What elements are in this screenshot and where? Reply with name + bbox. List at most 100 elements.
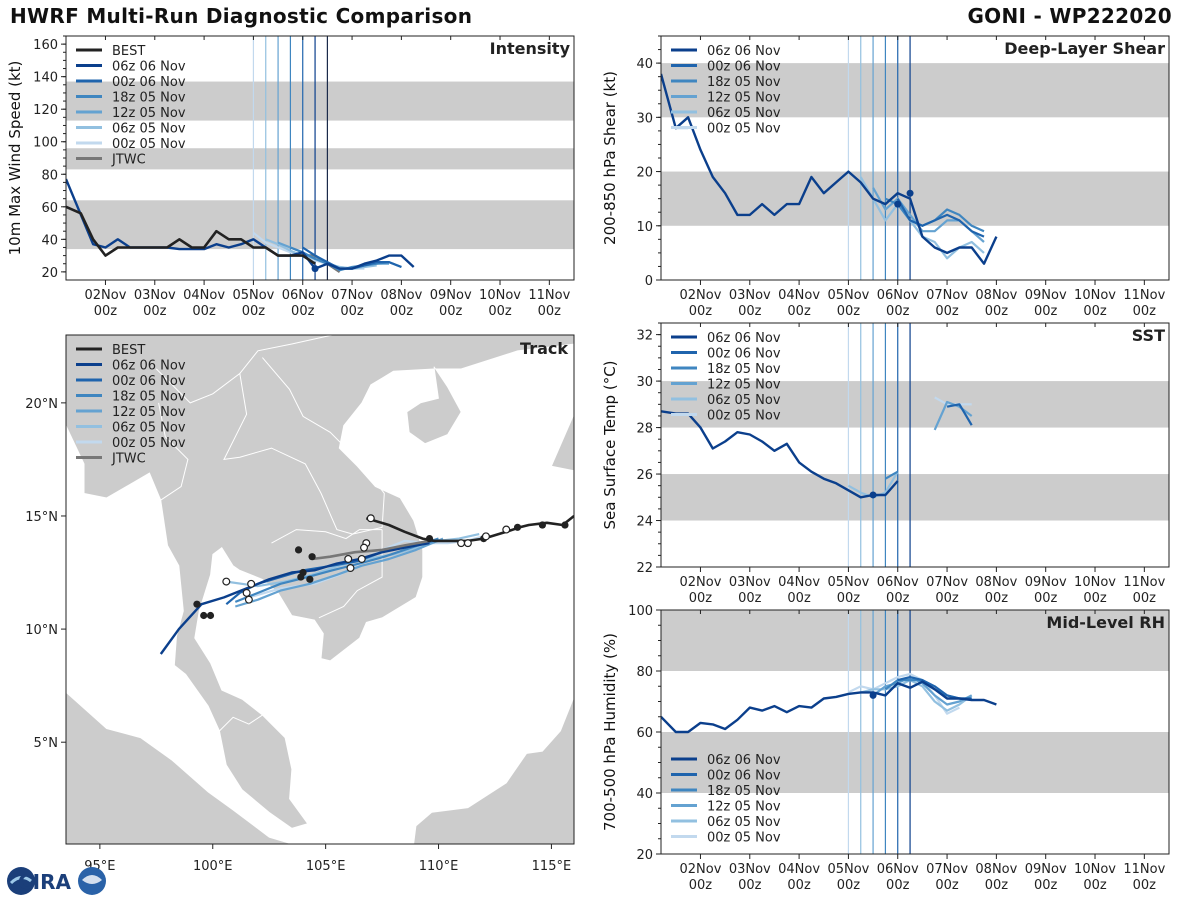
x-tick-label-hour: 00z: [689, 591, 713, 606]
x-tick-label-hour: 00z: [1083, 878, 1107, 893]
x-tick-label-hour: 00z: [837, 591, 861, 606]
legend-label-06z-05-nov: 06z 05 Nov: [112, 122, 186, 137]
shade-band: [661, 474, 1169, 521]
legend-label-06z-06-nov: 06z 06 Nov: [707, 753, 781, 768]
y-axis-label: 200-850 hPa Shear (kt): [601, 71, 619, 245]
panel-title: SST: [1132, 326, 1165, 345]
track-point: [193, 600, 201, 608]
y-tick-label: 10: [636, 220, 653, 235]
y-tick-label: 100: [628, 604, 653, 619]
panel-title: Intensity: [490, 39, 571, 58]
x-tick-label-date: 08Nov: [975, 862, 1017, 877]
x-tick-label-hour: 00z: [837, 878, 861, 893]
x-tick-label-hour: 00z: [689, 304, 713, 319]
legend-label-jtwc: JTWC: [111, 452, 146, 467]
legend-label-18z-05-nov: 18z 05 Nov: [112, 390, 186, 405]
x-tick-label-hour: 00z: [1034, 591, 1058, 606]
x-tick-label-date: 08Nov: [975, 575, 1017, 590]
track-point-open: [244, 595, 253, 604]
x-tick-label-date: 04Nov: [778, 288, 820, 303]
x-tick-label-date: 11Nov: [1123, 575, 1165, 590]
track-point-open: [502, 525, 511, 534]
track-point: [561, 521, 569, 529]
x-tick-label-date: 02Nov: [84, 288, 126, 303]
x-tick-label-hour: 00z: [738, 878, 762, 893]
y-tick-label: 15°N: [25, 510, 58, 525]
track-point: [306, 575, 314, 583]
x-tick-label-hour: 00z: [787, 591, 811, 606]
legend-label-00z-06-nov: 00z 06 Nov: [707, 60, 781, 75]
legend-label-18z-05-nov: 18z 05 Nov: [707, 784, 781, 799]
track-point: [513, 523, 522, 531]
y-tick-label: 20: [636, 848, 653, 863]
x-tick-label-date: 04Nov: [778, 575, 820, 590]
x-tick-label-date: 06Nov: [877, 575, 919, 590]
panel-track: 95°E 100°E 105°E 110°E 115°E5°N10°N15°N20°NT…: [25, 334, 575, 874]
track-point-open: [357, 554, 366, 563]
track-point-open: [366, 514, 375, 523]
x-tick-label-hour: 00z: [1133, 304, 1157, 319]
x-tick-label-date: 09Nov: [1025, 862, 1067, 877]
x-tick-label-hour: 00z: [143, 304, 167, 319]
track-point: [206, 611, 215, 620]
track-point-open: [463, 539, 472, 548]
x-tick-label-hour: 00z: [390, 304, 414, 319]
x-tick-label-date: 10Nov: [1074, 575, 1116, 590]
y-tick-label: 5°N: [34, 736, 59, 751]
x-tick-label-hour: 00z: [94, 304, 118, 319]
series-line-00z-06-nov: [896, 198, 985, 238]
x-tick-label-date: 07Nov: [926, 862, 968, 877]
landmass: [66, 691, 292, 844]
y-tick-label: 80: [636, 665, 653, 680]
x-tick-label-hour: 00z: [985, 304, 1009, 319]
x-tick-label-date: 11Nov: [1123, 288, 1165, 303]
x-tick-label-date: 05Nov: [827, 862, 869, 877]
cira-logo-icon: CIRA: [7, 867, 106, 895]
x-tick-label-date: 09Nov: [1025, 288, 1067, 303]
legend-label-best: BEST: [112, 343, 145, 358]
y-tick-label: 40: [636, 787, 653, 802]
country-border: [219, 714, 263, 732]
track-point-open: [346, 564, 355, 573]
legend-label-00z-06-nov: 00z 06 Nov: [707, 347, 781, 362]
legend-label-06z-05-nov: 06z 05 Nov: [707, 815, 781, 830]
y-tick-label: 100: [33, 136, 58, 151]
series-line-best: [66, 205, 316, 265]
y-tick-label: 140: [33, 71, 58, 86]
legend-label-00z-06-nov: 00z 06 Nov: [707, 769, 781, 784]
panel-title: Track: [520, 339, 568, 358]
x-tick-label-date: 09Nov: [430, 288, 472, 303]
x-tick-label-hour: 00z: [935, 878, 959, 893]
legend-label-18z-05-nov: 18z 05 Nov: [707, 75, 781, 90]
y-tick-label: 60: [41, 201, 58, 216]
x-tick-label-hour: 00z: [538, 304, 562, 319]
y-tick-label: 30: [636, 375, 653, 390]
x-tick-label-hour: 00z: [488, 304, 512, 319]
legend-label-00z-05-nov: 00z 05 Nov: [112, 436, 186, 451]
x-tick-label-date: 05Nov: [827, 575, 869, 590]
track-line-jtwc: [311, 539, 430, 561]
y-tick-label: 28: [636, 422, 653, 437]
y-tick-label: 40: [636, 57, 653, 72]
x-tick-label-date: 06Nov: [282, 288, 324, 303]
track-point: [308, 553, 316, 561]
track-point-open: [360, 543, 369, 552]
map-area: [66, 335, 574, 844]
axes-frame: [660, 322, 1170, 568]
x-tick-label: 110°E: [419, 859, 459, 874]
x-tick-label-date: 02Nov: [679, 862, 721, 877]
shade-band: [661, 63, 1169, 118]
x-tick-label-hour: 00z: [242, 304, 266, 319]
x-tick-label-hour: 00z: [1083, 591, 1107, 606]
x-tick-label-date: 02Nov: [679, 575, 721, 590]
x-tick-label-date: 11Nov: [1123, 862, 1165, 877]
x-tick-label-hour: 00z: [985, 878, 1009, 893]
x-tick-label-hour: 00z: [1083, 304, 1107, 319]
y-tick-label: 10°N: [25, 623, 58, 638]
x-tick-label-date: 11Nov: [528, 288, 570, 303]
y-tick-label: 24: [636, 515, 653, 530]
marker-06z-06-nov: [869, 491, 877, 499]
